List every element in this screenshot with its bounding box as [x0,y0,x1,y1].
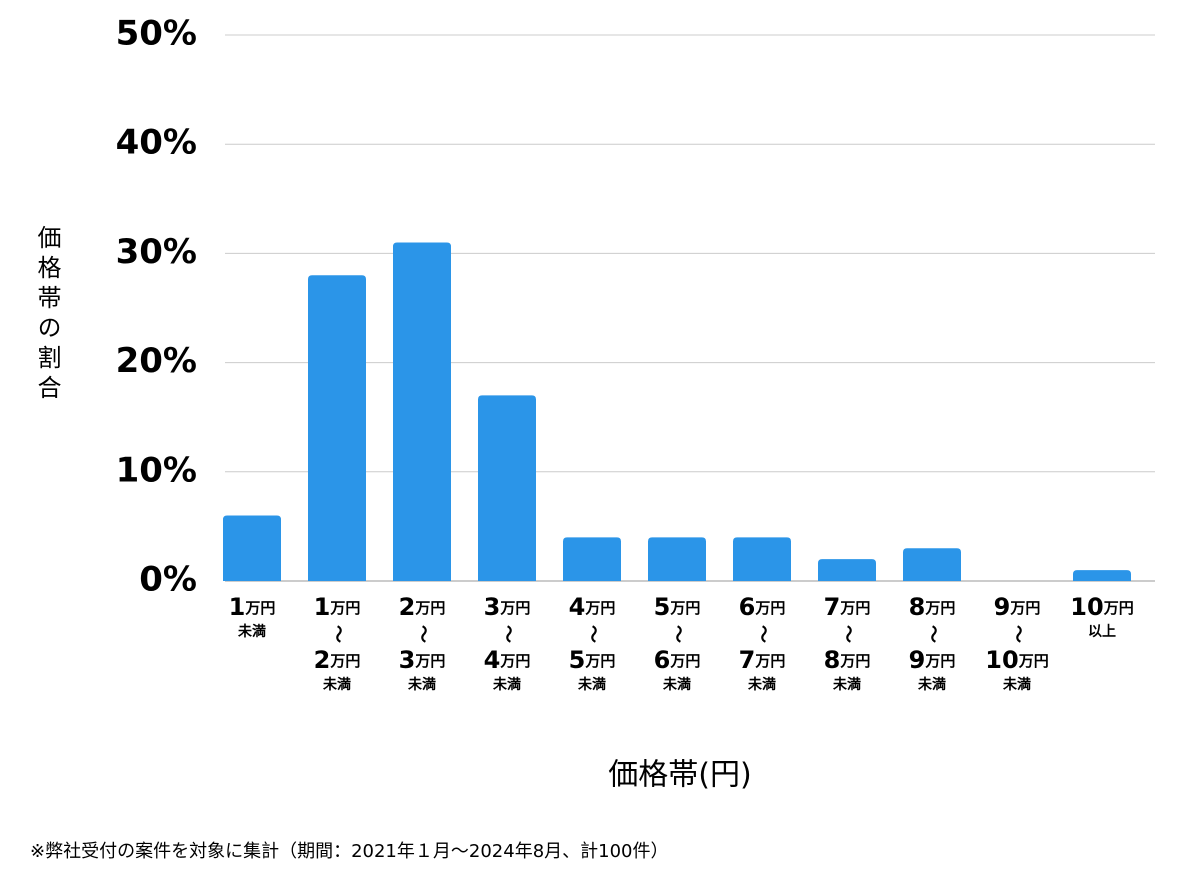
bar [393,242,451,582]
x-tick-label: 未満 [408,676,436,693]
bar [733,537,791,581]
bar [478,395,536,581]
y-tick-label: 0% [139,560,197,600]
x-tick-label: 〜 [837,625,858,643]
x-tick-label: 2万円 [314,646,361,674]
y-tick-label: 30% [116,232,197,272]
x-tick-label: 未満 [663,676,691,693]
x-tick-label: 未満 [918,676,946,693]
x-tick-label: 10万円 [1070,593,1133,621]
x-tick-label: 未満 [1003,676,1031,693]
x-tick-label: 6万円 [654,646,701,674]
x-tick-label: 5万円 [569,646,616,674]
bar [1073,570,1131,581]
x-tick-label: 未満 [238,623,266,640]
x-axis-label: 価格帯(円) [608,758,751,793]
x-tick-label: 2万円 [399,593,446,621]
x-tick-label: 7万円 [739,646,786,674]
x-tick-label: 3万円 [484,593,531,621]
y-tick-label: 50% [116,14,197,54]
x-tick-label: 〜 [667,625,688,643]
x-tick-label: 〜 [497,625,518,643]
bar [903,548,961,581]
bar [818,559,876,581]
x-tick-label: 以上 [1088,624,1116,640]
x-tick-label: 10万円 [985,646,1048,674]
y-tick-label: 20% [116,341,197,381]
x-tick-label: 〜 [922,625,943,643]
x-tick-label: 8万円 [824,646,871,674]
bar [563,537,621,581]
x-tick-label: 〜 [412,625,433,643]
x-tick-label: 未満 [578,676,606,693]
x-tick-label: 4万円 [484,646,531,674]
y-tick-label: 10% [116,450,197,490]
x-tick-label: 〜 [582,625,603,643]
x-tick-label: 〜 [1007,625,1028,643]
x-tick-label: 未満 [748,676,776,693]
bar [223,515,281,581]
footnote: ※弊社受付の案件を対象に集計（期間：2021年１月〜2024年8月、計100件） [30,841,669,862]
x-tick-label: 未満 [323,676,351,693]
x-tick-label: 9万円 [994,593,1041,621]
bar [648,537,706,581]
x-tick-label: 1万円 [229,593,276,621]
x-tick-label: 5万円 [654,593,701,621]
x-tick-label: 3万円 [399,646,446,674]
x-tick-label: 4万円 [569,593,616,621]
y-tick-label: 40% [116,123,197,163]
x-tick-label: 〜 [327,625,348,643]
x-tick-label: 未満 [833,676,861,693]
x-tick-label: 6万円 [739,593,786,621]
x-tick-label: 7万円 [824,593,871,621]
x-tick-label: 〜 [752,625,773,643]
bar [308,275,366,581]
x-tick-label: 1万円 [314,593,361,621]
x-tick-label: 8万円 [909,593,956,621]
y-axis-label: 価格帯の割合 [33,225,61,405]
x-tick-label: 未満 [493,676,521,693]
x-tick-label: 9万円 [909,646,956,674]
